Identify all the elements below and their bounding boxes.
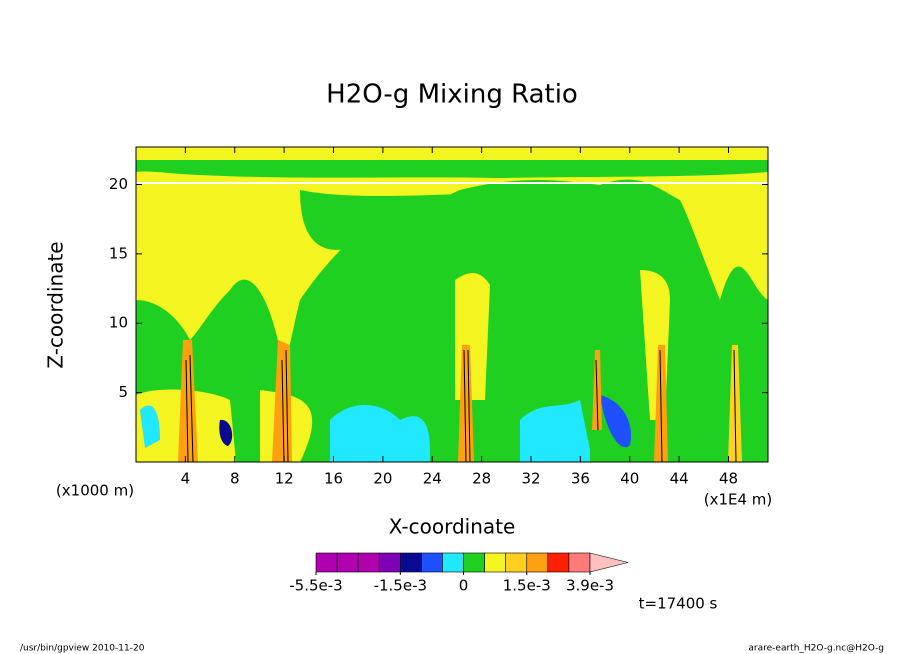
chart-title: H2O-g Mixing Ratio [326,80,578,110]
colorbar-box [526,552,549,573]
colorbar-box [568,552,591,573]
y-unit: (x1000 m) [56,482,134,500]
x-unit: (x1E4 m) [704,491,773,509]
colorbar-box [547,552,570,573]
colorbar-box [378,552,401,573]
x-tick-label: 36 [571,470,590,488]
colorbar-tick-label: 0 [459,577,469,595]
x-tick-label: 4 [181,470,191,488]
x-tick-label: 12 [275,470,294,488]
y-tick-label: 5 [118,383,128,401]
x-tick-label: 24 [423,470,442,488]
colorbar-box [505,552,528,573]
colorbar-box [315,552,338,573]
colorbar-box [336,552,359,573]
colorbar-box [357,552,380,573]
x-tick-label: 40 [620,470,639,488]
colorbar-tick-label: -5.5e-3 [289,577,342,595]
colorbar-box [421,552,443,573]
footer-left: /usr/bin/gpview 2010-11-20 [20,644,145,654]
colorbar-tick-label: 1.5e-3 [503,577,551,595]
colorbar-box [463,552,485,573]
colorbar-tick-label: 3.9e-3 [566,577,614,595]
footer-right: arare-earth_H2O-g.nc@H2O-g [748,644,884,654]
x-tick-label: 28 [472,470,491,488]
y-tick-label: 10 [109,314,128,332]
colorbar-extend [589,552,629,573]
x-axis-label: X-coordinate [389,515,516,539]
y-axis-label: Z-coordinate [44,241,68,368]
x-tick-label: 20 [373,470,392,488]
x-tick-label: 44 [670,470,689,488]
colorbar-box [442,552,464,573]
x-tick-label: 8 [230,470,240,488]
x-tick-label: 32 [521,470,540,488]
x-tick-label: 48 [719,470,738,488]
contour-field [136,147,768,462]
y-tick-label: 20 [109,175,128,193]
y-tick-label: 15 [109,244,128,262]
colorbar-tick-label: -1.5e-3 [374,577,427,595]
x-tick-label: 16 [324,470,343,488]
time-label: t=17400 s [639,595,718,613]
plot-frame [135,146,769,463]
colorbar-box [484,552,506,573]
colorbar-box [400,552,422,573]
